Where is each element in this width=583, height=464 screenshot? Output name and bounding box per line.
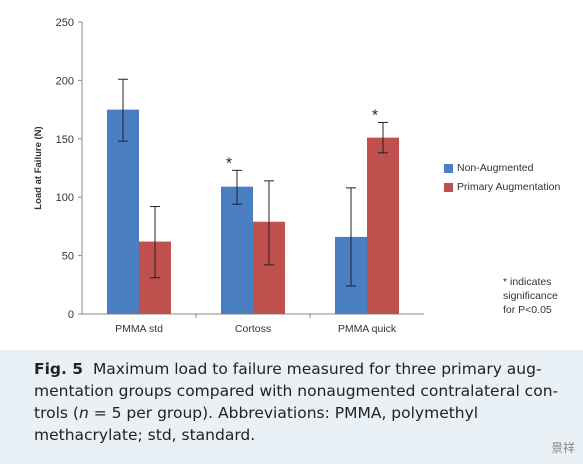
legend-primary-augmentation: Primary Augmentation (444, 181, 560, 193)
watermark-text: 景祥 (550, 441, 575, 455)
x-tick-label: PMMA quick (338, 323, 397, 335)
x-tick-label: Cortoss (235, 323, 271, 335)
caption-line: methacrylate; std, standard. (34, 426, 256, 444)
caption-line: mentation groups compared with nonaugmen… (34, 382, 559, 400)
significance-note: * indicates significance for P<0.05 (503, 275, 558, 317)
caption-line: Maximum load to failure measured for thr… (92, 360, 542, 378)
y-tick-label: 200 (56, 75, 74, 87)
y-axis-label: Load at Failure (N) (33, 126, 44, 209)
caption-text: trols ( (34, 404, 79, 422)
bar (367, 137, 399, 314)
legend-non-augmented: Non-Augmented (444, 162, 533, 174)
figure-label: Fig. 5 (34, 360, 84, 378)
y-tick-label: 50 (62, 251, 74, 263)
legend-swatch-red (444, 182, 453, 192)
chart-area: 0 50 100 150 200 250 Load at Failure (N) PMMA s… (33, 17, 560, 335)
figure-caption: Fig. 5 Maximum load to failure measured … (34, 358, 574, 446)
y-tick-label: 100 (56, 192, 74, 204)
caption-text: = 5 per group). Abbreviations: PMMA, pol… (88, 404, 479, 422)
y-tick-label: 250 (56, 17, 74, 29)
y-tick-label: 150 (56, 134, 74, 146)
note-line: for P<0.05 (503, 304, 552, 316)
legend-swatch-blue (444, 163, 453, 173)
note-line: * indicates (503, 276, 552, 288)
significance-marker: * (372, 107, 378, 124)
significance-marker: * (226, 155, 232, 172)
x-tick-label: PMMA std (115, 323, 163, 335)
legend-label: Primary Augmentation (457, 181, 561, 193)
bar (107, 109, 139, 314)
note-line: significance (503, 290, 558, 302)
bar (221, 186, 253, 314)
bar-chart: 0 50 100 150 200 250 Load at Failure (N) PMMA s… (33, 17, 424, 335)
y-tick-label: 0 (68, 309, 74, 321)
caption-italic-n: n (78, 404, 89, 422)
figure-caption-panel: Fig. 5 Maximum load to failure measured … (0, 350, 583, 464)
legend-label: Non-Augmented (457, 162, 534, 174)
